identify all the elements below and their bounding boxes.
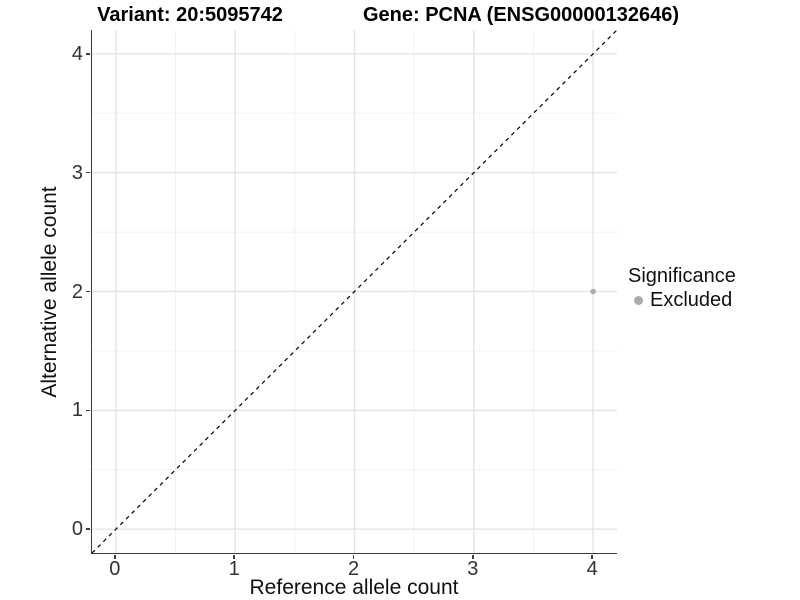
x-tick-mark <box>472 554 474 559</box>
legend-item-excluded: Excluded <box>628 289 736 311</box>
y-tick-label: 1 <box>71 399 83 422</box>
legend-title: Significance <box>628 265 736 287</box>
y-tick-mark <box>85 409 90 412</box>
x-tick-mark <box>114 554 116 559</box>
legend: Significance Excluded <box>628 265 736 311</box>
y-tick-label: 2 <box>71 280 83 303</box>
x-tick-label: 2 <box>347 558 360 580</box>
data-point <box>590 288 596 295</box>
x-tick-mark <box>591 554 593 559</box>
y-tick-label: 0 <box>71 518 83 541</box>
x-tick-label: 4 <box>586 558 598 580</box>
plot-panel <box>91 30 617 554</box>
x-tick-mark <box>352 554 355 559</box>
x-tick-label: 1 <box>228 558 240 580</box>
plot-title-gene: Gene: PCNA (ENSG00000132646) <box>362 4 680 26</box>
y-tick-mark <box>85 528 90 530</box>
y-tick-label: 3 <box>71 161 83 184</box>
y-tick-mark <box>85 53 90 55</box>
y-tick-mark <box>85 290 90 293</box>
x-tick-mark <box>233 554 235 559</box>
plot-canvas <box>92 30 617 553</box>
identity-line <box>92 30 617 553</box>
legend-key-dot <box>634 295 643 305</box>
y-tick-mark <box>85 171 90 174</box>
y-tick-label: 4 <box>71 42 83 65</box>
x-tick-label: 0 <box>109 558 121 580</box>
legend-item-label: Excluded <box>650 289 733 311</box>
x-tick-label: 3 <box>467 558 479 580</box>
x-axis-title: Reference allele count <box>249 576 459 599</box>
plot-title-variant: Variant: 20:5095742 <box>97 4 283 26</box>
